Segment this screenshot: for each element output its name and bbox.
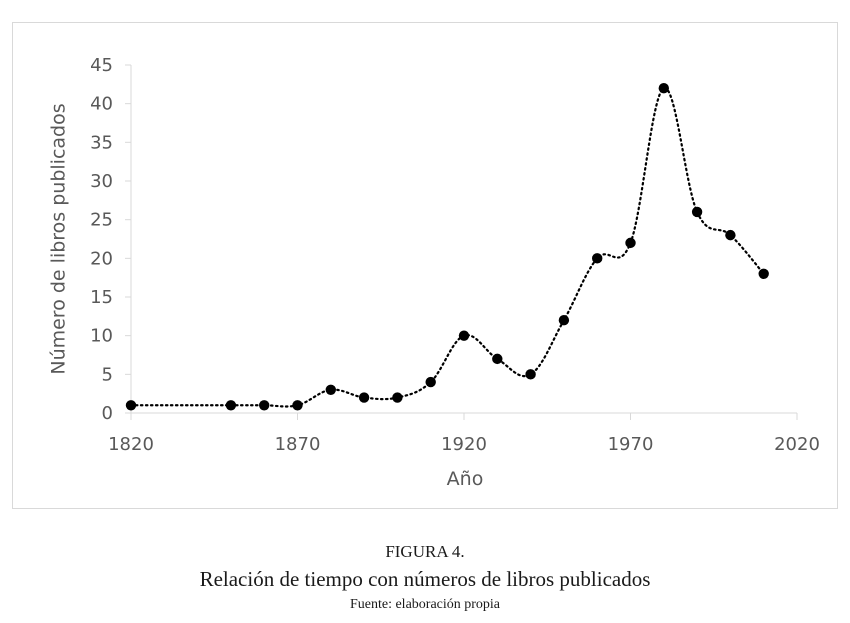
data-point	[658, 83, 669, 94]
y-tick-label: 25	[90, 210, 113, 231]
x-axis: 1820 1870 1920 1970 2020	[108, 412, 820, 455]
data-point	[259, 400, 270, 411]
x-tick-label: 1870	[275, 434, 321, 455]
x-tick-label: 1920	[441, 434, 487, 455]
data-point	[458, 330, 470, 341]
data-point	[392, 392, 403, 403]
x-axis-title: Año	[447, 468, 484, 490]
y-tick-label: 30	[90, 171, 113, 192]
data-point	[292, 400, 303, 411]
x-tick-label: 1820	[108, 434, 154, 455]
series-line	[129, 87, 765, 408]
x-tick-label: 1970	[608, 434, 654, 455]
figure-label: FIGURA 4.	[385, 542, 465, 561]
data-point	[425, 376, 436, 388]
data-point	[725, 229, 736, 241]
y-tick-label: 5	[102, 364, 113, 385]
data-point	[525, 369, 536, 380]
data-point	[558, 315, 570, 326]
data-point	[625, 237, 636, 249]
y-tick-label: 20	[90, 248, 113, 269]
data-point	[125, 400, 137, 411]
data-series	[125, 83, 769, 411]
y-tick-label: 15	[90, 287, 113, 308]
data-point	[592, 253, 603, 264]
x-tick-label: 2020	[774, 434, 820, 455]
y-axis-title: Número de libros publicados	[48, 103, 70, 374]
y-tick-label: 0	[102, 403, 113, 424]
data-point	[325, 384, 336, 395]
y-tick-label: 40	[90, 94, 113, 115]
y-tick-label: 45	[90, 55, 113, 76]
data-point	[358, 392, 370, 403]
data-point	[758, 268, 769, 279]
data-point	[225, 400, 237, 411]
data-point	[492, 353, 503, 365]
y-tick-label: 35	[90, 132, 113, 153]
y-axis: 0 5 10 15 20 25 30 35 40 45	[90, 55, 132, 424]
chart-frame	[12, 22, 838, 509]
figure-title: Relación de tiempo con números de libros…	[199, 567, 651, 591]
figure-source: Fuente: elaboración propia	[349, 597, 501, 612]
data-point	[691, 206, 703, 218]
y-tick-label: 10	[90, 326, 113, 347]
